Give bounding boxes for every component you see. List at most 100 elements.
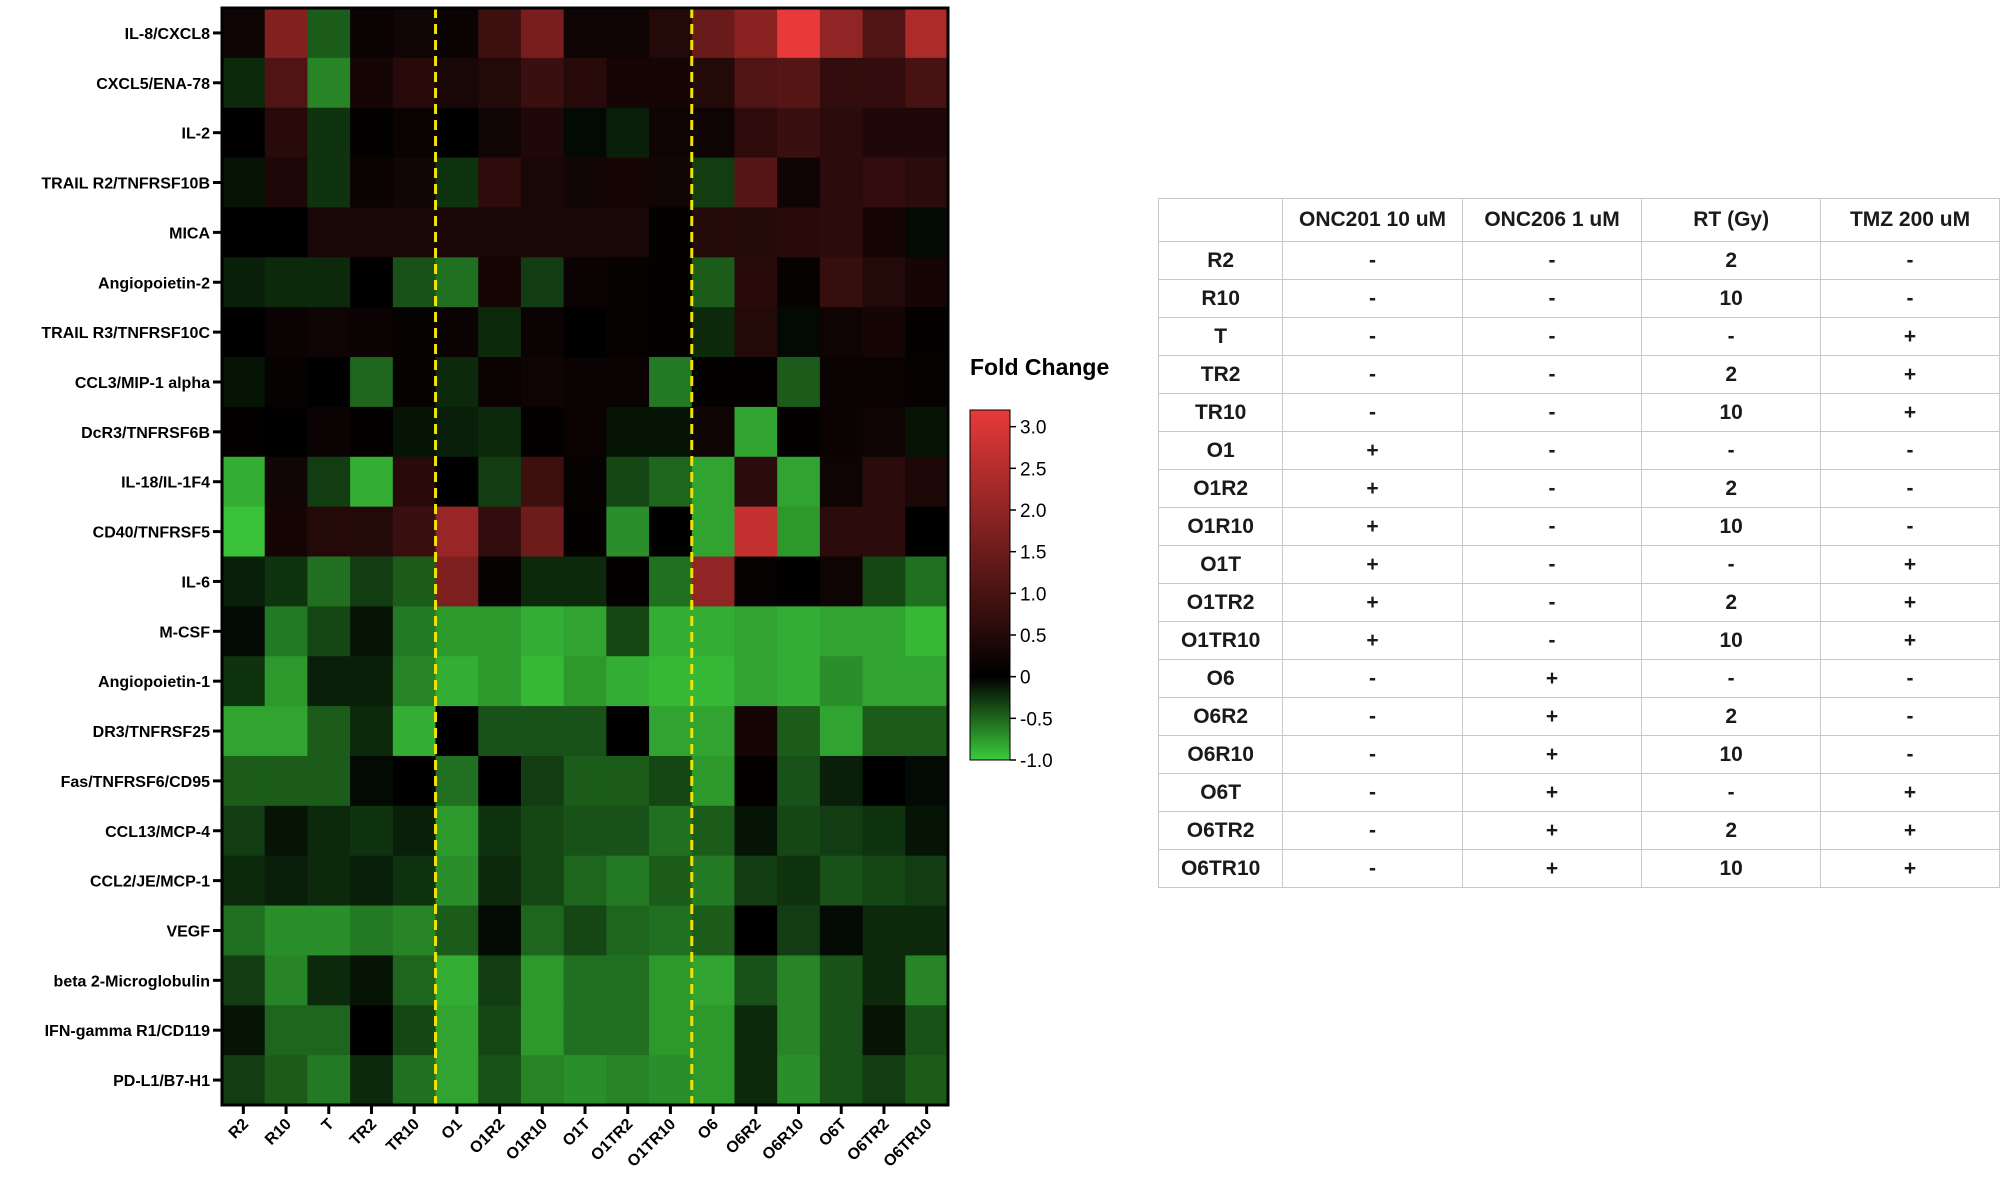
heatmap-cell bbox=[777, 456, 821, 508]
table-cell: + bbox=[1282, 431, 1463, 470]
heatmap-cell bbox=[862, 905, 906, 957]
colorbar-tick-label: -0.5 bbox=[1020, 709, 1053, 730]
table-cell: + bbox=[1820, 545, 2000, 584]
heatmap-cell bbox=[307, 456, 351, 508]
table-row: TR10- -10 + bbox=[1157, 393, 2000, 432]
heatmap-cell bbox=[649, 606, 693, 657]
heatmap-cell bbox=[307, 955, 351, 1006]
table-cell: - bbox=[1461, 507, 1643, 546]
heatmap-cell bbox=[307, 506, 351, 558]
heatmap-cell bbox=[862, 456, 906, 508]
x-tick-label: O1 bbox=[439, 1116, 466, 1143]
heatmap-cell bbox=[392, 855, 437, 907]
heatmap-cell bbox=[392, 805, 437, 857]
heatmap-cell bbox=[307, 57, 351, 109]
table-cell: + bbox=[1820, 621, 2000, 660]
heatmap-cell bbox=[862, 706, 906, 757]
heatmap-cell bbox=[734, 556, 778, 607]
table-row: O1T + - - + bbox=[1157, 545, 2000, 584]
heatmap-cell bbox=[734, 656, 778, 707]
heatmap-cell bbox=[307, 1055, 351, 1106]
heatmap-cell bbox=[264, 107, 309, 159]
table-cell: - bbox=[1461, 621, 1643, 660]
table-cell: 10 bbox=[1641, 507, 1822, 546]
table-row: O1TR10 + -10 + bbox=[1157, 621, 2000, 660]
colorbar-tick-label: 0.5 bbox=[1020, 626, 1046, 647]
heatmap-cells bbox=[222, 8, 949, 1106]
heatmap-cell bbox=[392, 656, 437, 707]
heatmap-cell bbox=[819, 1005, 864, 1056]
heatmap-cell bbox=[563, 207, 607, 258]
colorbar-tick-label: 2.0 bbox=[1020, 501, 1046, 522]
heatmap-cell bbox=[563, 157, 607, 209]
table-cell: - bbox=[1282, 735, 1463, 774]
table-cell: + bbox=[1282, 545, 1463, 584]
heatmap-cell bbox=[819, 57, 864, 109]
table-row-label: O6 bbox=[1157, 659, 1284, 698]
heatmap-cell bbox=[478, 706, 522, 757]
heatmap-cell bbox=[649, 357, 693, 408]
heatmap-cell bbox=[350, 107, 394, 159]
table-cell: + bbox=[1461, 849, 1643, 888]
heatmap-cell bbox=[649, 57, 693, 109]
heatmap-cell bbox=[819, 805, 864, 857]
table-column-header: ONC201 10 uM bbox=[1282, 198, 1463, 242]
table-cell: + bbox=[1820, 811, 2000, 850]
table-row: O6TR10- +10 + bbox=[1157, 849, 2000, 888]
y-tick-label: CCL3/MIP-1 alpha bbox=[75, 375, 210, 392]
heatmap-cell bbox=[905, 656, 949, 707]
table-row-label: O6TR10 bbox=[1157, 849, 1284, 888]
heatmap-cell bbox=[734, 107, 778, 159]
heatmap-cell bbox=[350, 905, 394, 957]
heatmap-cell bbox=[905, 406, 949, 458]
heatmap-figure: IL-8/CXCL8 CXCL5/ENA-78 IL-2 TRAIL R2/TNFRS… bbox=[41, 6, 1109, 1171]
table-cell: - bbox=[1461, 317, 1643, 356]
heatmap-cell bbox=[691, 8, 736, 59]
heatmap-cell bbox=[563, 706, 607, 757]
table-row-label: O6R2 bbox=[1157, 697, 1284, 736]
heatmap-cell bbox=[350, 8, 394, 59]
heatmap-cell bbox=[691, 257, 736, 308]
table-corner-cell bbox=[1157, 198, 1284, 242]
heatmap-cell bbox=[606, 207, 650, 258]
heatmap-cell bbox=[777, 1055, 821, 1106]
heatmap-cell bbox=[307, 207, 351, 258]
y-tick-label: PD-L1/B7-H1 bbox=[113, 1073, 210, 1090]
heatmap-cell bbox=[819, 357, 864, 408]
x-tick-label: O1R2 bbox=[467, 1116, 509, 1158]
heatmap-cell bbox=[435, 506, 479, 558]
heatmap-cell bbox=[478, 207, 522, 258]
x-tick-label: O6 bbox=[695, 1116, 722, 1143]
colorbar-tick-label: 3.0 bbox=[1020, 418, 1046, 439]
heatmap-cell bbox=[307, 855, 351, 907]
heatmap-cell bbox=[392, 307, 437, 358]
heatmap-cell bbox=[606, 556, 650, 607]
table-row-label: O6TR2 bbox=[1157, 811, 1284, 850]
heatmap-cell bbox=[777, 805, 821, 857]
table-cell: - bbox=[1282, 355, 1463, 394]
table-cell: + bbox=[1282, 507, 1463, 546]
heatmap-cell bbox=[222, 107, 266, 159]
heatmap-cell bbox=[520, 357, 565, 408]
heatmap-cell bbox=[862, 1005, 906, 1056]
heatmap-cell bbox=[350, 207, 394, 258]
heatmap-cell bbox=[649, 157, 693, 209]
heatmap-cell bbox=[777, 307, 821, 358]
heatmap-cell bbox=[435, 57, 479, 109]
heatmap-cell bbox=[734, 1005, 778, 1056]
table-cell: 10 bbox=[1641, 621, 1822, 660]
heatmap-cell bbox=[222, 57, 266, 109]
heatmap-cell bbox=[392, 955, 437, 1006]
table-cell: - bbox=[1820, 431, 2000, 470]
heatmap-cell bbox=[819, 706, 864, 757]
heatmap-cell bbox=[734, 805, 778, 857]
heatmap-cell bbox=[350, 855, 394, 907]
heatmap-cell bbox=[222, 8, 266, 59]
table-cell: + bbox=[1461, 735, 1643, 774]
heatmap-cell bbox=[905, 1055, 949, 1106]
heatmap-cell bbox=[264, 1055, 309, 1106]
heatmap-cell bbox=[392, 556, 437, 607]
heatmap-cell bbox=[649, 406, 693, 458]
heatmap-cell bbox=[392, 755, 437, 807]
heatmap-cell bbox=[264, 456, 309, 508]
